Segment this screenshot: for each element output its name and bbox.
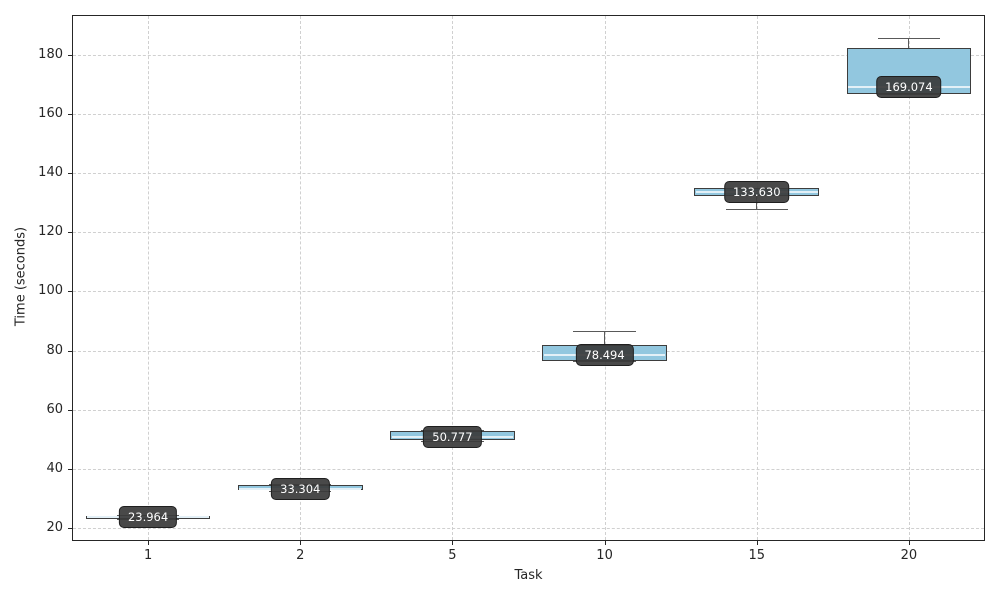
y-tick-mark	[68, 350, 72, 352]
x-tick-mark	[908, 541, 910, 545]
y-tick-label: 180	[38, 46, 63, 62]
x-tick-mark	[756, 541, 758, 545]
x-tick-label: 5	[448, 548, 457, 563]
y-tick-label: 80	[46, 342, 63, 358]
x-axis-label: Task	[514, 568, 543, 583]
upper-cap	[573, 331, 636, 333]
y-gridline	[73, 469, 984, 471]
x-gridline	[756, 16, 758, 540]
y-gridline	[73, 173, 984, 175]
median-value-label: 169.074	[876, 76, 942, 98]
median-value-label: 50.777	[423, 426, 482, 449]
y-tick-label: 40	[46, 461, 63, 477]
x-tick-label: 20	[900, 548, 918, 563]
y-tick-mark	[68, 173, 72, 175]
x-tick-mark	[300, 541, 302, 545]
x-tick-label: 10	[596, 548, 613, 563]
y-tick-label: 60	[46, 401, 63, 417]
y-gridline	[73, 232, 984, 234]
y-tick-mark	[68, 291, 72, 293]
y-gridline	[73, 113, 984, 115]
x-tick-label: 2	[296, 548, 305, 563]
median-value-label: 133.630	[723, 180, 790, 203]
x-tick-mark	[604, 541, 606, 545]
upper-whisker	[908, 38, 910, 49]
y-gridline	[73, 528, 984, 530]
y-gridline	[73, 409, 984, 411]
upper-whisker	[603, 331, 605, 346]
y-gridline	[73, 291, 984, 293]
median-value-label: 78.494	[575, 344, 634, 367]
x-tick-label: 15	[748, 548, 766, 563]
y-axis-label: Time (seconds)	[13, 226, 29, 327]
median-value-label: 23.964	[118, 505, 178, 528]
lower-cap	[725, 209, 788, 211]
x-gridline	[300, 16, 302, 540]
y-tick-label: 100	[38, 283, 63, 299]
median-value-label: 33.304	[271, 477, 330, 500]
y-tick-mark	[68, 54, 72, 56]
x-tick-mark	[452, 541, 454, 545]
y-tick-mark	[68, 409, 72, 411]
x-gridline	[452, 16, 454, 540]
y-tick-mark	[68, 113, 72, 115]
y-gridline	[73, 54, 984, 56]
x-gridline	[604, 16, 606, 540]
y-tick-mark	[68, 528, 72, 530]
x-gridline	[148, 16, 150, 540]
x-tick-mark	[148, 541, 150, 545]
x-tick-label: 1	[143, 548, 153, 563]
upper-cap	[877, 38, 941, 40]
y-tick-label: 20	[46, 520, 63, 536]
x-gridline	[908, 16, 910, 540]
y-tick-label: 140	[38, 165, 63, 181]
y-gridline	[73, 350, 984, 352]
y-tick-label: 160	[38, 105, 63, 121]
y-tick-label: 120	[38, 224, 63, 240]
y-tick-mark	[68, 232, 72, 234]
y-tick-mark	[68, 469, 72, 471]
plot-area	[72, 15, 985, 541]
